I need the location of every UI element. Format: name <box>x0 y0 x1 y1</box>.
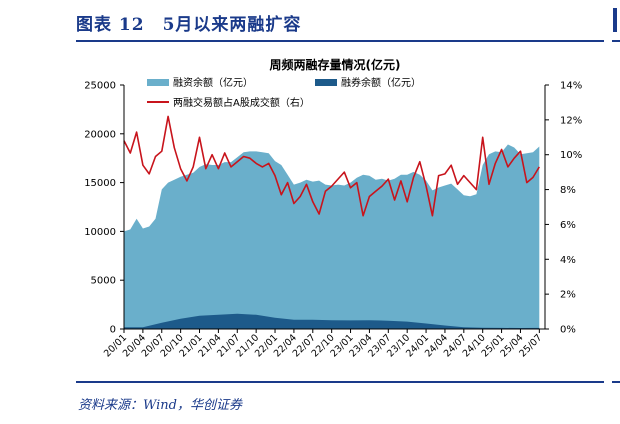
series-securities-lending-area <box>124 313 540 329</box>
margin-balance-chart: 周频两融存量情况(亿元) 0 5000 10000 15000 20000 25000 0%… <box>84 57 582 359</box>
title-divider <box>76 40 604 42</box>
y-right-tick-label: 12% <box>560 115 582 126</box>
y-right-tick-label: 0% <box>560 325 576 336</box>
source-note: 资料来源：Wind，华创证券 <box>78 398 242 413</box>
chart-title: 周频两融存量情况(亿元) <box>270 57 401 72</box>
y-left-tick-label: 10000 <box>84 227 116 238</box>
source-divider <box>76 381 604 383</box>
area-layer <box>124 144 540 329</box>
y-left-tick-label: 20000 <box>84 129 116 140</box>
legend-label-ratio: 两融交易额占A股成交额（右） <box>173 96 310 109</box>
series-financing-balance-area <box>124 144 540 329</box>
next-figure-source-divider <box>612 381 620 383</box>
y-right-tick-label: 14% <box>560 81 582 92</box>
y-left-tick-label: 0 <box>110 325 116 336</box>
y-left-tick-label: 15000 <box>84 178 116 189</box>
legend-label-short: 融券余额（亿元） <box>341 76 421 89</box>
legend-swatch-financing <box>147 79 169 86</box>
y-right-tick-label: 8% <box>560 185 576 196</box>
series-margin-trading-ratio-line <box>123 115 540 217</box>
y-left-tick-label: 25000 <box>84 81 116 92</box>
figure-title: 图表 12 5月以来两融扩容 <box>76 15 302 35</box>
legend-swatch-short <box>315 79 337 86</box>
next-figure-edge-divider <box>612 40 620 42</box>
y-right-tick-label: 10% <box>560 150 582 161</box>
y-right-tick-label: 6% <box>560 220 576 231</box>
y-left-tick-label: 5000 <box>91 276 116 287</box>
legend-label-financing: 融资余额（亿元） <box>173 76 253 89</box>
chart-legend: 融资余额（亿元） 融券余额（亿元） 两融交易额占A股成交额（右） <box>147 76 421 109</box>
y-right-tick-label: 4% <box>560 255 576 266</box>
y-right-tick-label: 2% <box>560 290 576 301</box>
next-figure-edge-mark <box>613 8 617 32</box>
line-layer <box>123 115 540 217</box>
